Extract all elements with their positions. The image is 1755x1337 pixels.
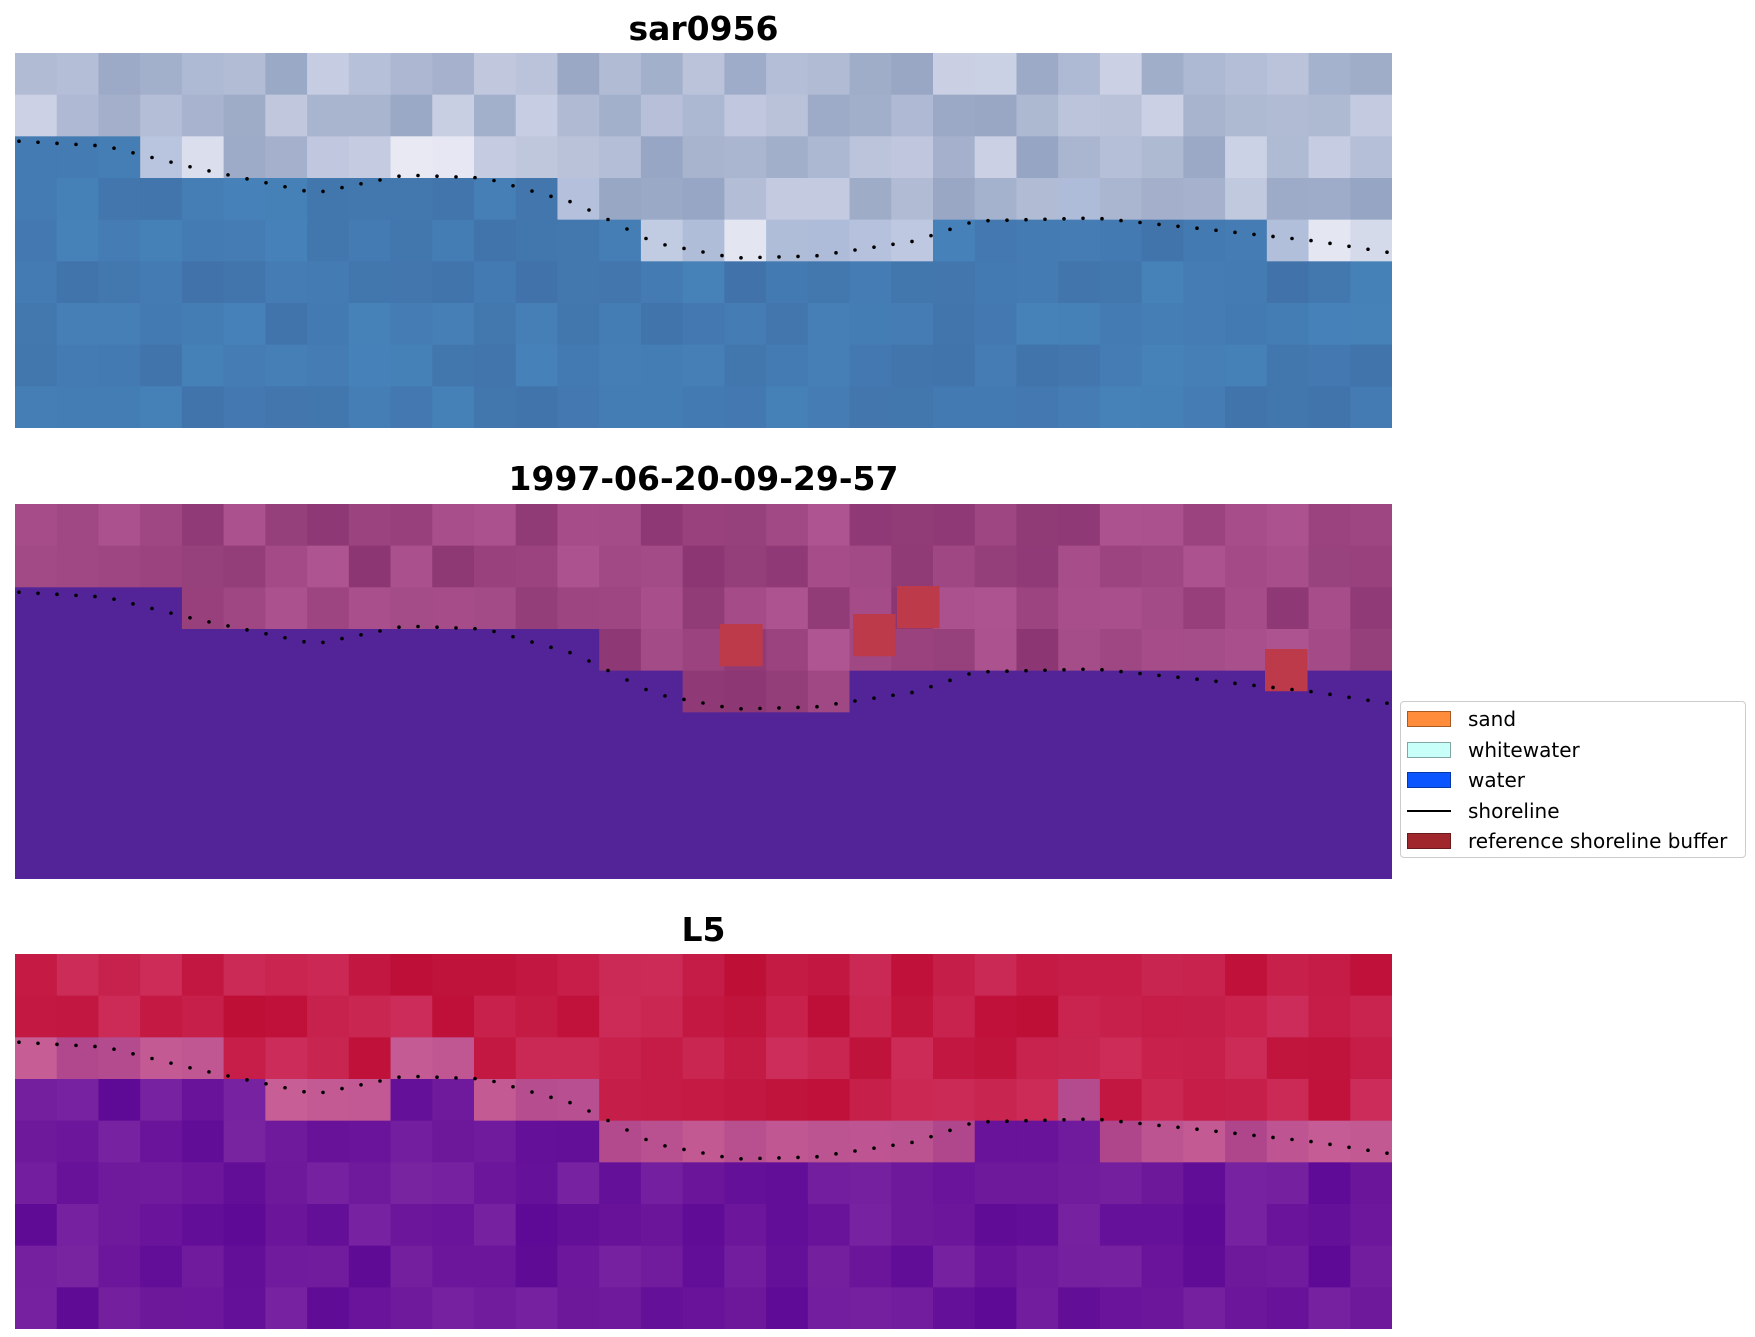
- water-swatch: [1407, 772, 1451, 788]
- classified-image: [15, 504, 1392, 879]
- shoreline-line-swatch: [1407, 810, 1451, 812]
- legend-label-reference-buffer: reference shoreline buffer: [1468, 829, 1728, 853]
- rgb-satellite-image: [15, 53, 1392, 428]
- index-image: [15, 954, 1392, 1329]
- legend-label-whitewater: whitewater: [1468, 738, 1580, 762]
- panel-title-2: 1997-06-20-09-29-57: [508, 459, 899, 498]
- legend-label-sand: sand: [1468, 707, 1517, 731]
- legend-item-water: water: [1407, 768, 1525, 792]
- legend-item-reference-buffer: reference shoreline buffer: [1407, 829, 1728, 853]
- panel-title-3: L5: [681, 910, 726, 949]
- reference-buffer-swatch: [1407, 833, 1451, 849]
- legend-item-shoreline: shoreline: [1407, 799, 1560, 823]
- legend-item-sand: sand: [1407, 707, 1517, 731]
- legend-item-whitewater: whitewater: [1407, 738, 1580, 762]
- sand-swatch: [1407, 711, 1451, 727]
- legend-label-water: water: [1468, 768, 1525, 792]
- legend: sand whitewater water shoreline referenc…: [1400, 701, 1746, 858]
- panel-title-1: sar0956: [628, 9, 779, 48]
- whitewater-swatch: [1407, 742, 1451, 758]
- legend-label-shoreline: shoreline: [1468, 799, 1560, 823]
